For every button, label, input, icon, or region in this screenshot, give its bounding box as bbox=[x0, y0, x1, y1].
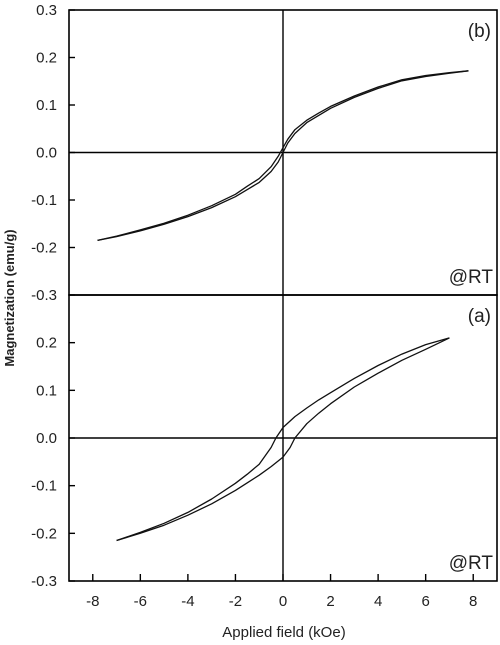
y-tick-label-a: 0.1 bbox=[36, 382, 57, 399]
y-tick-label-a: -0.3 bbox=[31, 573, 57, 590]
x-axis: -8 -6 -4 -2 0 2 4 6 8 bbox=[86, 574, 477, 610]
y-tick-label-b: -0.3 bbox=[31, 287, 57, 304]
hysteresis-branch-b-2 bbox=[97, 70, 469, 242]
temperature-annotation-b: @RT bbox=[449, 267, 494, 288]
panel-label-b: (b) bbox=[468, 21, 491, 42]
y-tick-label-b: 0.2 bbox=[36, 50, 57, 67]
hysteresis-branch-a-1 bbox=[116, 337, 450, 542]
y-tick-label-a: 0.2 bbox=[36, 335, 57, 352]
y-tick-label-b: -0.2 bbox=[31, 240, 57, 257]
panel-label-a: (a) bbox=[468, 306, 491, 327]
y-tick-label-b: 0.1 bbox=[36, 97, 57, 114]
hysteresis-branch-b-1 bbox=[97, 70, 469, 242]
x-tick-label: 4 bbox=[374, 593, 382, 610]
y-tick-label-a: 0.0 bbox=[36, 430, 57, 447]
x-tick-label: 6 bbox=[421, 593, 429, 610]
panel-a: -0.3 -0.2 -0.1 0.0 0.1 0.2 (a) @RT bbox=[31, 294, 498, 590]
y-axis-title: Magnetization (emu/g) bbox=[2, 229, 17, 366]
x-tick-label: 2 bbox=[326, 593, 334, 610]
x-tick-label: -4 bbox=[181, 593, 194, 610]
x-tick-label: 8 bbox=[469, 593, 477, 610]
y-tick-label-b: 0.0 bbox=[36, 145, 57, 162]
x-axis-title: Applied field (kOe) bbox=[222, 624, 345, 641]
y-tick-label-a: -0.2 bbox=[31, 525, 57, 542]
x-tick-label: -8 bbox=[86, 593, 99, 610]
y-tick-label-b: 0.3 bbox=[36, 2, 57, 19]
y-tick-label-b: -0.1 bbox=[31, 192, 57, 209]
panel-b: -0.3 -0.2 -0.1 0.0 0.1 0.2 0.3 (b) @RT bbox=[31, 2, 498, 304]
temperature-annotation-a: @RT bbox=[449, 553, 494, 574]
x-tick-label: -2 bbox=[229, 593, 242, 610]
hysteresis-branch-a-2 bbox=[116, 337, 450, 542]
y-tick-label-a: -0.1 bbox=[31, 478, 57, 495]
x-tick-label: 0 bbox=[279, 593, 287, 610]
x-tick-label: -6 bbox=[134, 593, 147, 610]
